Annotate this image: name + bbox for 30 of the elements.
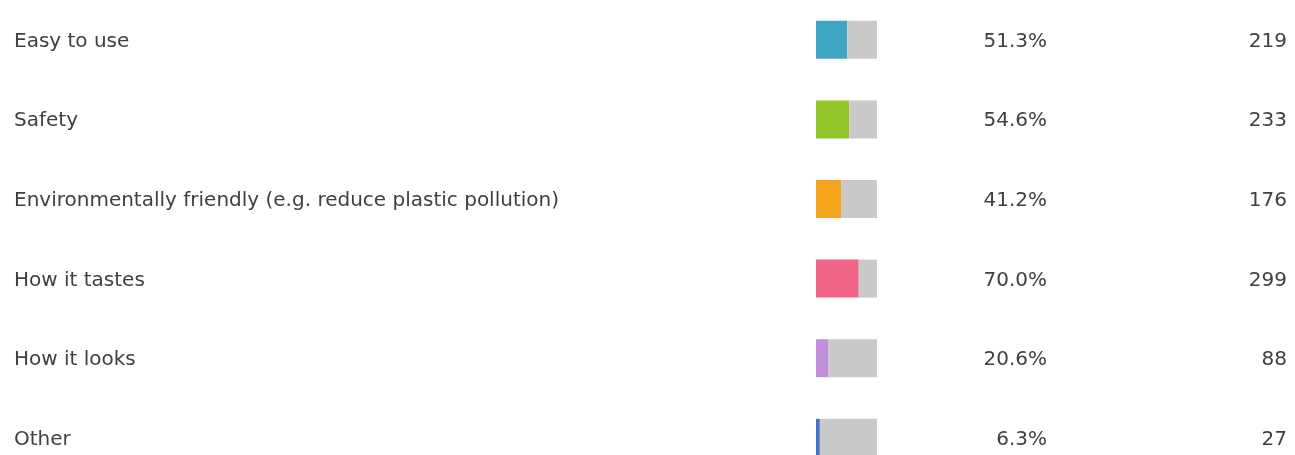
bar	[816, 259, 859, 298]
bar	[828, 339, 877, 378]
text: 219	[1248, 27, 1287, 52]
bar	[819, 418, 877, 455]
bar	[849, 100, 877, 139]
y-tick-label: Environmentally friendly (e.g. reduce plastic pollution)	[14, 187, 560, 211]
bar	[816, 418, 820, 455]
y-tick-label: How it tastes	[14, 266, 145, 291]
text: 176	[1248, 187, 1287, 211]
bar	[847, 20, 877, 59]
bar	[816, 339, 829, 378]
text: 233	[1248, 107, 1287, 132]
text: 88	[1261, 346, 1287, 371]
y-tick-label: Other	[14, 425, 72, 450]
data-label: 51.3%	[983, 27, 1047, 52]
data-label: 20.6%	[983, 346, 1047, 371]
data-label: 41.2%	[983, 187, 1047, 211]
data-label: 70.0%	[983, 266, 1047, 291]
bar	[841, 180, 877, 218]
data-label: 54.6%	[983, 107, 1047, 132]
y-tick-label: Easy to use	[14, 27, 130, 52]
bar	[816, 100, 850, 139]
text: 27	[1261, 425, 1287, 450]
bar	[816, 20, 848, 59]
bar	[816, 180, 842, 218]
y-tick-label: How it looks	[14, 346, 136, 371]
data-label: 6.3%	[996, 425, 1047, 450]
y-tick-label: Safety	[14, 107, 79, 132]
bar	[858, 259, 877, 298]
text: 299	[1248, 266, 1287, 291]
